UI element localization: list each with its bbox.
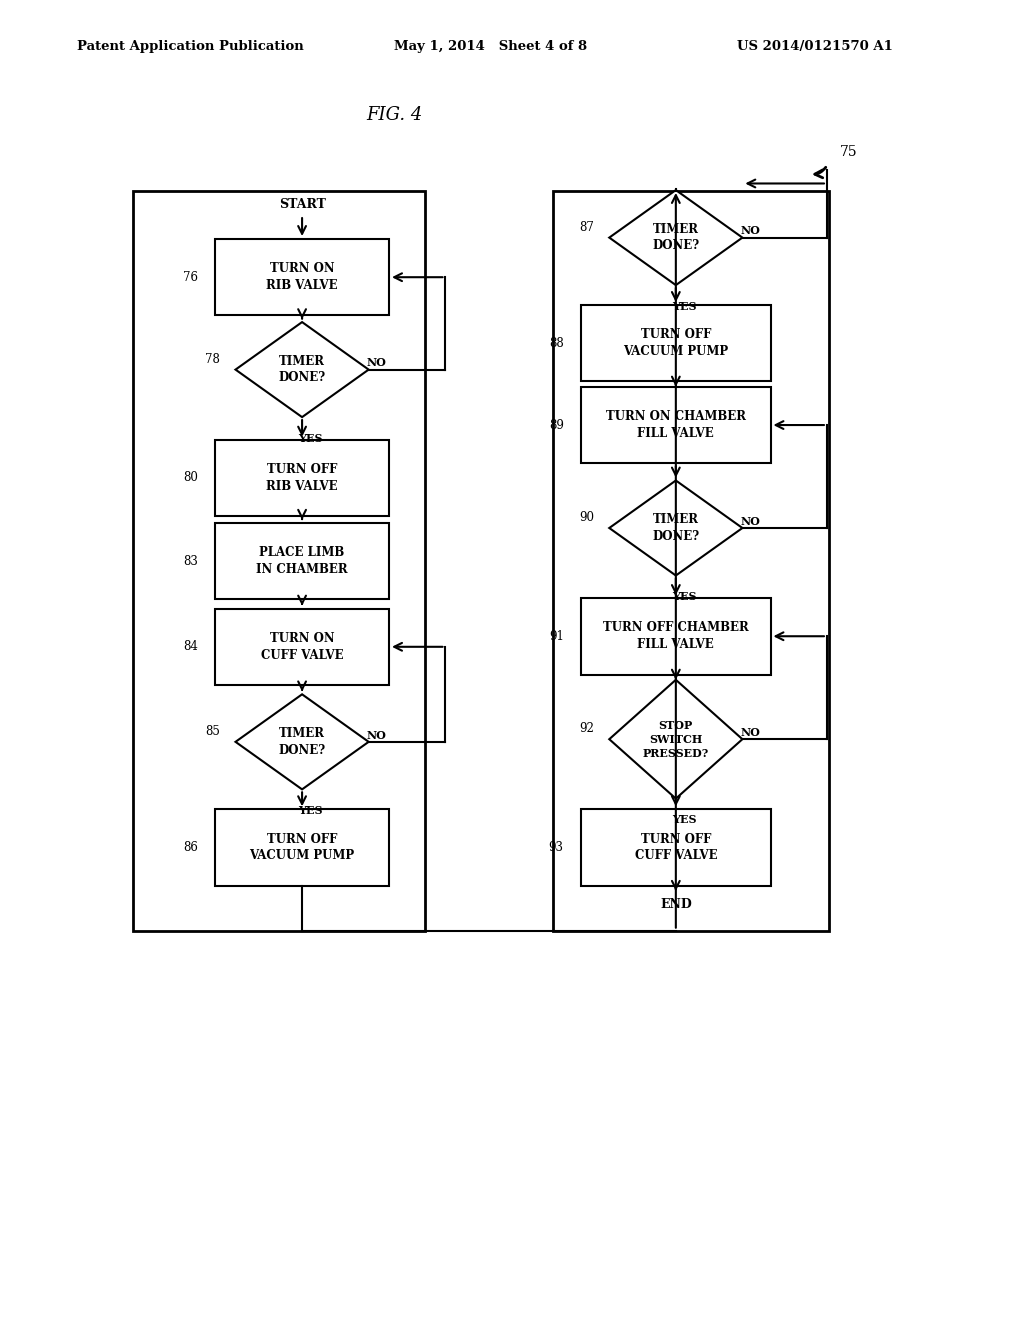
Text: 84: 84 xyxy=(182,640,198,653)
Text: TURN ON CHAMBER
FILL VALVE: TURN ON CHAMBER FILL VALVE xyxy=(606,411,745,440)
Text: NO: NO xyxy=(367,358,387,368)
Polygon shape xyxy=(609,480,742,576)
Text: 80: 80 xyxy=(182,471,198,484)
Text: FIG. 4: FIG. 4 xyxy=(366,106,423,124)
Text: TURN OFF
RIB VALVE: TURN OFF RIB VALVE xyxy=(266,463,338,492)
Text: US 2014/0121570 A1: US 2014/0121570 A1 xyxy=(737,40,893,53)
Text: TIMER
DONE?: TIMER DONE? xyxy=(279,727,326,756)
Text: 78: 78 xyxy=(205,352,220,366)
Bar xyxy=(133,191,425,931)
Text: May 1, 2014   Sheet 4 of 8: May 1, 2014 Sheet 4 of 8 xyxy=(394,40,588,53)
Polygon shape xyxy=(609,190,742,285)
Bar xyxy=(215,609,389,685)
Text: 75: 75 xyxy=(840,145,857,158)
Text: TURN OFF
VACUUM PUMP: TURN OFF VACUUM PUMP xyxy=(250,833,354,862)
Text: Patent Application Publication: Patent Application Publication xyxy=(77,40,303,53)
Text: TURN ON
CUFF VALVE: TURN ON CUFF VALVE xyxy=(261,632,343,661)
Text: NO: NO xyxy=(740,516,761,527)
Bar xyxy=(215,523,389,599)
Text: YES: YES xyxy=(672,591,696,602)
Text: NO: NO xyxy=(740,226,761,236)
Text: STOP
SWITCH
PRESSED?: STOP SWITCH PRESSED? xyxy=(643,719,709,759)
Bar xyxy=(582,598,770,675)
Polygon shape xyxy=(236,694,369,789)
Text: END: END xyxy=(659,898,692,911)
Text: 76: 76 xyxy=(182,271,198,284)
Text: YES: YES xyxy=(672,301,696,312)
Text: TURN OFF
VACUUM PUMP: TURN OFF VACUUM PUMP xyxy=(624,329,728,358)
Text: 89: 89 xyxy=(549,418,563,432)
Text: PLACE LIMB
IN CHAMBER: PLACE LIMB IN CHAMBER xyxy=(256,546,348,576)
Bar xyxy=(215,239,389,315)
Text: YES: YES xyxy=(298,433,323,444)
Text: TURN OFF CHAMBER
FILL VALVE: TURN OFF CHAMBER FILL VALVE xyxy=(603,622,749,651)
Text: TIMER
DONE?: TIMER DONE? xyxy=(279,355,326,384)
Text: 83: 83 xyxy=(182,554,198,568)
Bar xyxy=(582,305,770,381)
Text: TURN ON
RIB VALVE: TURN ON RIB VALVE xyxy=(266,263,338,292)
Text: 93: 93 xyxy=(549,841,563,854)
Text: 86: 86 xyxy=(182,841,198,854)
Text: 92: 92 xyxy=(579,722,594,735)
Text: TIMER
DONE?: TIMER DONE? xyxy=(652,223,699,252)
Bar xyxy=(215,809,389,886)
Text: 87: 87 xyxy=(579,220,594,234)
Polygon shape xyxy=(236,322,369,417)
Bar xyxy=(215,440,389,516)
Bar xyxy=(582,387,770,463)
Text: 90: 90 xyxy=(579,511,594,524)
Text: 88: 88 xyxy=(549,337,563,350)
Polygon shape xyxy=(609,680,742,799)
Text: START: START xyxy=(279,198,326,211)
Text: NO: NO xyxy=(367,730,387,741)
Bar xyxy=(582,809,770,886)
Text: 91: 91 xyxy=(549,630,563,643)
Text: TURN OFF
CUFF VALVE: TURN OFF CUFF VALVE xyxy=(635,833,717,862)
Text: TIMER
DONE?: TIMER DONE? xyxy=(652,513,699,543)
Text: 85: 85 xyxy=(205,725,220,738)
Text: NO: NO xyxy=(740,727,761,738)
Text: YES: YES xyxy=(298,805,323,816)
Bar xyxy=(553,191,829,931)
Text: YES: YES xyxy=(672,814,696,825)
